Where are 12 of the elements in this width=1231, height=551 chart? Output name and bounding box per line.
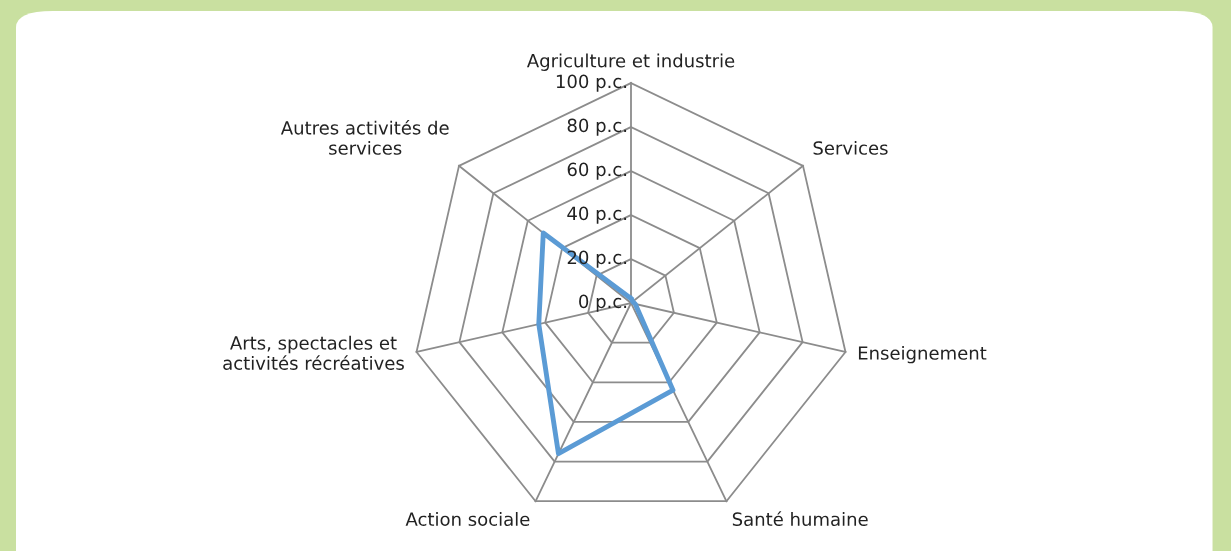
spoke-label: Enseignement xyxy=(858,345,987,364)
spoke-label: Autres activités de services xyxy=(280,119,449,155)
spoke-label: Arts, spectacles et activités récréatives xyxy=(223,335,404,370)
spoke-label: Santé humaine xyxy=(732,511,868,526)
y-tick-label: 0 p.c. xyxy=(579,294,627,312)
spoke-label: Agriculture et industrie xyxy=(526,53,735,71)
spoke-label: Action sociale xyxy=(405,512,530,526)
spoke-label: Services xyxy=(813,140,888,155)
y-tick-label: 80 p.c. xyxy=(567,118,627,136)
y-tick-label: 40 p.c. xyxy=(567,206,627,224)
y-tick-label: 60 p.c. xyxy=(567,162,627,180)
y-tick-label: 100 p.c. xyxy=(556,74,627,92)
